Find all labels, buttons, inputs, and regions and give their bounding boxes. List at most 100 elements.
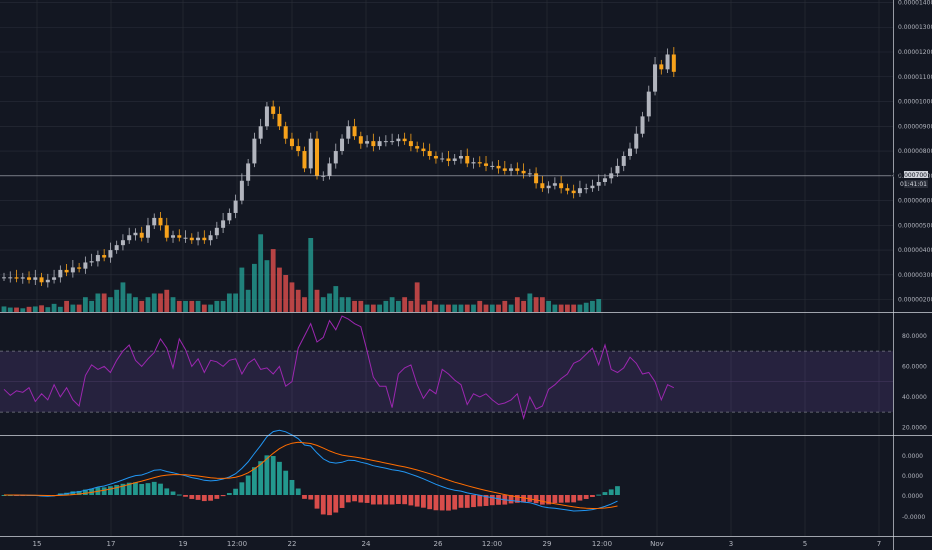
candle-body — [408, 141, 413, 147]
candle-body — [546, 185, 551, 189]
candle — [2, 272, 6, 282]
candle-body — [396, 138, 401, 142]
macd-histogram-bar — [590, 495, 595, 497]
candle-body — [521, 170, 526, 174]
candle — [415, 141, 420, 153]
candle-body — [77, 267, 82, 269]
candle — [202, 230, 207, 244]
macd-histogram-bar — [164, 488, 170, 495]
candle-body — [221, 220, 226, 228]
macd-histogram-bar — [82, 489, 88, 495]
candle-body — [327, 163, 332, 176]
price-panel[interactable] — [0, 47, 893, 312]
candle-body — [458, 156, 463, 159]
volume-bar — [7, 307, 13, 312]
candle-body — [640, 116, 645, 134]
candle-body — [496, 165, 501, 169]
volume-bar — [358, 300, 364, 312]
candle-body — [139, 232, 144, 238]
candle-body — [471, 162, 476, 164]
candle — [515, 162, 520, 175]
volume-bar — [370, 304, 376, 312]
candle-body — [58, 269, 63, 278]
candle-body — [659, 64, 664, 70]
candle — [8, 271, 13, 283]
candle — [64, 263, 69, 277]
volume-bar — [51, 303, 57, 312]
candle-body — [70, 267, 75, 273]
candle — [233, 194, 238, 219]
macd-panel[interactable] — [1, 429, 620, 516]
candle — [390, 133, 395, 145]
candle-body — [446, 158, 451, 161]
candle — [189, 233, 194, 244]
time-tick-label: 29 — [543, 540, 552, 548]
candle-body — [490, 165, 495, 167]
candle-body — [383, 141, 388, 143]
candle — [565, 183, 570, 195]
candle — [559, 175, 564, 194]
candle — [365, 135, 370, 148]
macd-histogram-bar — [108, 486, 113, 495]
macd-histogram-bar — [552, 495, 558, 504]
candle — [108, 242, 113, 263]
rsi-tick-label: 20.0000 — [902, 424, 927, 431]
candle — [315, 131, 319, 180]
macd-histogram-bar — [302, 495, 307, 499]
candle — [484, 156, 489, 172]
candle — [208, 230, 213, 246]
candle — [70, 260, 75, 278]
candle-body — [333, 151, 338, 164]
candle-body — [565, 188, 570, 191]
volume-bar — [458, 304, 464, 312]
rsi-axis[interactable]: 20.0000 40.0000 60.0000 80.0000 — [902, 333, 927, 432]
macd-histogram-bar — [120, 483, 126, 495]
volume-bar — [446, 304, 451, 312]
volume-bar — [76, 304, 82, 312]
candle-body — [365, 141, 370, 144]
candle-body — [208, 235, 213, 241]
volume-bar — [133, 297, 138, 312]
macd-histogram-bar — [195, 495, 201, 500]
macd-histogram-bar — [452, 495, 458, 510]
volume-bar — [95, 293, 101, 312]
price-tick-label: 0.00001400 — [898, 0, 932, 6]
time-axis[interactable]: 15 17 19 12:00 22 24 26 12:00 29 12:00 Nov 3 5 7 — [33, 540, 882, 548]
volume-bar — [302, 297, 307, 312]
macd-histogram-bar — [477, 495, 483, 507]
candle — [133, 228, 138, 241]
candle — [509, 163, 514, 177]
rsi-panel[interactable] — [0, 315, 893, 421]
macd-axis[interactable]: -0.0000 0.0000 0.0000 0.0000 — [902, 453, 925, 521]
volume-bar — [377, 304, 382, 312]
macd-histogram-bar — [258, 461, 264, 495]
candle-body — [477, 162, 482, 164]
volume-bar — [89, 300, 95, 312]
candle-body — [246, 163, 251, 181]
volume-bar — [577, 304, 583, 312]
candle-body — [127, 235, 132, 241]
volume-bar — [108, 297, 113, 312]
candle — [408, 133, 413, 152]
price-tick-label: 0.00000200 — [898, 297, 932, 304]
candle — [590, 179, 595, 192]
macd-histogram-bar — [151, 481, 157, 495]
candle-body — [615, 165, 620, 174]
candle — [33, 269, 38, 286]
candle-body — [164, 225, 169, 238]
candle-body — [252, 138, 257, 164]
macd-histogram-bar — [446, 495, 451, 511]
macd-histogram-bar — [114, 485, 120, 495]
volume-bar — [389, 297, 395, 312]
macd-histogram-bar — [539, 495, 545, 505]
time-tick-label: 12:00 — [592, 540, 612, 548]
candle — [628, 142, 632, 160]
grid-lines — [0, 0, 893, 536]
volume-bar — [421, 304, 426, 312]
candle — [321, 171, 326, 182]
volume-bar — [283, 275, 289, 312]
rsi-tick-label: 40.0000 — [902, 394, 927, 401]
candle — [440, 152, 445, 163]
